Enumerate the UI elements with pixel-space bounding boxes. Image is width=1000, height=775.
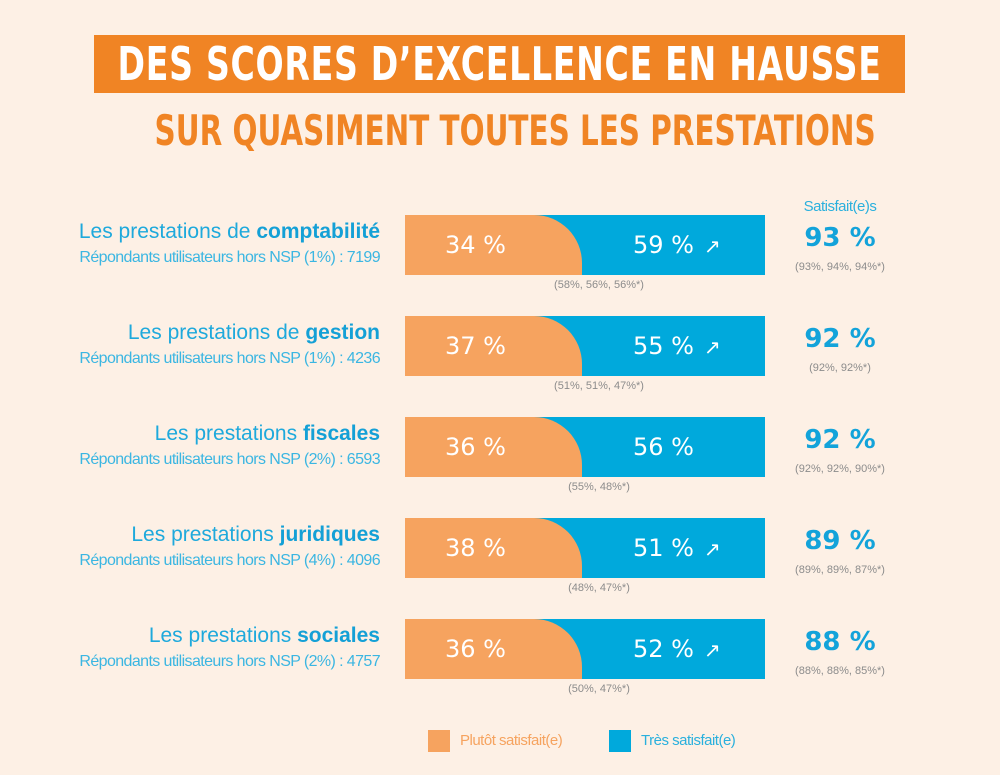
stacked-bar: 38 % 51 % ↗ (405, 518, 765, 578)
chart-row: Les prestations juridiques Répondants ut… (0, 506, 1000, 606)
total-satisfied: 88 % (804, 627, 876, 657)
row-respondents: Répondants utilisateurs hors NSP (4%) : … (79, 552, 380, 569)
total-satisfied: 89 % (804, 526, 876, 556)
chart-row: Les prestations sociales Répondants util… (0, 607, 1000, 707)
bar-label-tres-value: 52 % (633, 635, 694, 663)
row-title-bold: comptabilité (256, 220, 380, 243)
tres-previous-text: (58%, 56%, 56%*) (554, 279, 644, 291)
tres-previous-text: (50%, 47%*) (568, 683, 630, 695)
row-title: Les prestations de gestion (79, 319, 380, 347)
total-satisfied: 93 % (804, 223, 876, 253)
total-previous-values: (88%, 88%, 85%*) (795, 665, 885, 677)
bar-label-plutot: 38 % (445, 534, 506, 562)
total-previous-values: (89%, 89%, 87%*) (795, 564, 885, 576)
bar-segment-plutot (405, 316, 582, 376)
row-label: Les prestations fiscales Répondants util… (79, 420, 380, 472)
row-title-prefix: Les prestations (154, 422, 303, 445)
page-subtitle-text: SUR QUASIMENT TOUTES LES PRESTATIONS (154, 106, 876, 155)
trend-up-arrow-icon: ↗ (703, 638, 721, 662)
row-title: Les prestations juridiques (79, 521, 380, 549)
row-title-bold: fiscales (302, 422, 380, 445)
bar-label-plutot: 36 % (445, 635, 506, 663)
bar-label-tres-value: 55 % (633, 332, 694, 360)
bar-label-tres: 59 % ↗ (633, 215, 721, 275)
tres-previous-values: (58%, 56%, 56%*) (405, 279, 765, 291)
row-title-prefix: Les prestations (148, 624, 298, 647)
stacked-bar: 34 % 59 % ↗ (405, 215, 765, 275)
title-banner: DES SCORES D’EXCELLENCE EN HAUSSE (94, 35, 905, 93)
tres-previous-values: (55%, 48%*) (405, 481, 765, 493)
bar-label-plutot: 36 % (445, 433, 506, 461)
row-title-bold: sociales (297, 624, 380, 647)
row-respondents: Répondants utilisateurs hors NSP (1%) : … (79, 350, 380, 367)
row-title-prefix: Les prestations (131, 523, 280, 546)
legend-label-plutot: Plutôt satisfait(e) (460, 732, 563, 749)
total-satisfied: 92 % (804, 425, 876, 455)
trend-up-arrow-icon: ↗ (703, 335, 721, 359)
tres-previous-text: (51%, 51%, 47%*) (554, 380, 644, 392)
row-respondents: Répondants utilisateurs hors NSP (2%) : … (79, 653, 380, 670)
bar-label-plutot: 37 % (445, 332, 506, 360)
bar-label-tres: 55 % ↗ (633, 316, 721, 376)
stacked-bar: 36 % 52 % ↗ (405, 619, 765, 679)
row-title: Les prestations sociales (79, 622, 380, 650)
total-satisfied: 92 % (804, 324, 876, 354)
bar-segment-plutot (405, 619, 582, 679)
row-label: Les prestations sociales Répondants util… (79, 622, 380, 674)
bar-label-plutot: 34 % (445, 231, 506, 259)
tres-previous-text: (48%, 47%*) (568, 582, 630, 594)
bar-label-tres: 51 % ↗ (633, 518, 721, 578)
satisfied-column-header: Satisfait(e)s (803, 198, 877, 215)
row-respondents: Répondants utilisateurs hors NSP (2%) : … (79, 451, 380, 468)
tres-previous-values: (48%, 47%*) (405, 582, 765, 594)
bar-label-tres-value: 59 % (633, 231, 694, 259)
tres-previous-values: (50%, 47%*) (405, 683, 765, 695)
row-title-bold: gestion (305, 321, 380, 344)
row-title: Les prestations de comptabilité (79, 218, 380, 246)
bar-segment-plutot (405, 215, 582, 275)
total-previous-values: (92%, 92%, 90%*) (795, 463, 885, 475)
page-title: DES SCORES D’EXCELLENCE EN HAUSSE (117, 37, 882, 91)
legend-swatch-tres (609, 730, 631, 752)
legend-label-tres: Très satisfait(e) (641, 732, 736, 749)
row-label: Les prestations de gestion Répondants ut… (79, 319, 380, 371)
row-label: Les prestations de comptabilité Répondan… (79, 218, 381, 270)
stacked-bar: 36 % 56 % (405, 417, 765, 477)
chart-row: Les prestations de gestion Répondants ut… (0, 304, 1000, 404)
bar-segment-plutot (405, 518, 582, 578)
page-subtitle: SUR QUASIMENT TOUTES LES PRESTATIONS (0, 106, 1000, 155)
row-title-bold: juridiques (279, 523, 380, 546)
bar-label-tres: 56 % (633, 417, 704, 477)
trend-up-arrow-icon: ↗ (703, 537, 721, 561)
stacked-bar: 37 % 55 % ↗ (405, 316, 765, 376)
tres-previous-values: (51%, 51%, 47%*) (405, 380, 765, 392)
bar-label-tres-value: 56 % (633, 433, 694, 461)
trend-up-arrow-icon: ↗ (703, 234, 721, 258)
chart-row: Les prestations fiscales Répondants util… (0, 405, 1000, 505)
total-previous-values: (93%, 94%, 94%*) (795, 261, 885, 273)
legend-swatch-plutot (428, 730, 450, 752)
row-title: Les prestations fiscales (79, 420, 380, 448)
tres-previous-text: (55%, 48%*) (568, 481, 630, 493)
total-previous-values: (92%, 92%*) (809, 362, 871, 374)
row-label: Les prestations juridiques Répondants ut… (79, 521, 380, 573)
row-title-prefix: Les prestations de (78, 220, 257, 243)
chart-row: Les prestations de comptabilité Répondan… (0, 203, 1000, 303)
bar-label-tres: 52 % ↗ (633, 619, 721, 679)
row-title-prefix: Les prestations de (127, 321, 306, 344)
row-respondents: Répondants utilisateurs hors NSP (1%) : … (79, 249, 380, 266)
bar-segment-plutot (405, 417, 582, 477)
bar-label-tres-value: 51 % (633, 534, 694, 562)
